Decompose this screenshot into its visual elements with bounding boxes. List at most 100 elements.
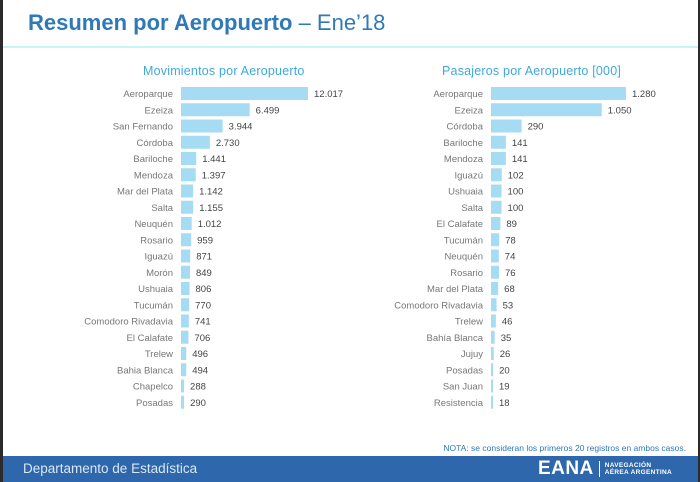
bar bbox=[181, 265, 190, 279]
category-label: Ezeiza bbox=[454, 105, 483, 116]
bar bbox=[491, 314, 496, 328]
category-label: Trelew bbox=[455, 317, 483, 328]
logo-subtitle-line1: NAVEGACIÓN bbox=[604, 461, 652, 469]
bar bbox=[181, 184, 194, 198]
bar bbox=[491, 87, 626, 100]
value-label: 68 bbox=[504, 284, 515, 295]
page-title-main: Resumen por Aeropuerto bbox=[28, 10, 293, 35]
bar bbox=[181, 298, 190, 312]
value-label: 871 bbox=[196, 252, 212, 263]
chart-title-pasajeros: Pasajeros por Aeropuerto [000] bbox=[442, 64, 622, 78]
value-label: 100 bbox=[508, 203, 524, 214]
bar bbox=[181, 119, 223, 133]
category-label: Aeroparque bbox=[433, 89, 483, 100]
bar bbox=[181, 395, 185, 409]
bar bbox=[491, 119, 522, 133]
bar bbox=[491, 282, 499, 295]
category-label: Mar del Plata bbox=[427, 284, 484, 295]
department-label: Departamento de Estadística bbox=[23, 461, 198, 476]
value-label: 74 bbox=[505, 252, 516, 263]
bar bbox=[491, 168, 502, 182]
category-label: Rosario bbox=[140, 235, 173, 246]
category-label: Bahía Blanca bbox=[426, 333, 483, 344]
category-label: Trelew bbox=[145, 349, 173, 360]
category-label: Córdoba bbox=[137, 138, 174, 149]
value-label: 1.050 bbox=[608, 105, 632, 116]
category-label: Bahia Blanca bbox=[117, 365, 174, 376]
category-label: Mendoza bbox=[134, 170, 174, 181]
category-label: Mendoza bbox=[444, 154, 484, 165]
category-label: Ushuaia bbox=[138, 284, 174, 295]
value-label: 1.280 bbox=[632, 89, 656, 100]
category-label: Comodoro Rivadavia bbox=[84, 317, 173, 328]
bar bbox=[491, 298, 497, 312]
bar bbox=[491, 217, 501, 230]
title-divider bbox=[3, 46, 698, 48]
value-label: 959 bbox=[197, 235, 213, 246]
value-label: 102 bbox=[508, 170, 524, 181]
category-label: El Calafate bbox=[127, 333, 173, 344]
category-label: Iguazú bbox=[454, 170, 483, 181]
value-label: 1.397 bbox=[202, 170, 226, 181]
bar bbox=[181, 347, 187, 360]
bar bbox=[181, 314, 189, 328]
value-label: 26 bbox=[500, 349, 511, 360]
category-label: Resistencia bbox=[434, 398, 484, 409]
value-label: 19 bbox=[499, 382, 510, 393]
category-label: Tucumán bbox=[134, 300, 173, 311]
logo-separator bbox=[598, 461, 600, 477]
category-label: Posadas bbox=[136, 398, 173, 409]
category-label: Rosario bbox=[450, 268, 483, 279]
window-edge-right bbox=[698, 0, 700, 482]
bar bbox=[181, 282, 190, 295]
category-label: Morón bbox=[146, 268, 173, 279]
chart-movimientos: Aeroparque 12.017 Ezeiza 6.499 San Fernando 3… bbox=[84, 87, 343, 409]
category-label: Neuquén bbox=[134, 219, 173, 230]
eana-logo: EANA NAVEGACIÓN AÉREA ARGENTINA bbox=[538, 459, 672, 479]
category-label: Mar del Plata bbox=[117, 187, 174, 198]
bar bbox=[491, 233, 500, 247]
bar bbox=[491, 395, 493, 409]
category-label: El Calafate bbox=[437, 219, 483, 230]
category-label: Salta bbox=[461, 203, 483, 214]
logo-subtitle-line2: AÉREA ARGENTINA bbox=[604, 469, 672, 476]
value-label: 141 bbox=[512, 154, 528, 165]
category-label: San Juan bbox=[443, 382, 483, 393]
bar bbox=[181, 363, 187, 377]
category-label: Salta bbox=[151, 203, 173, 214]
bar bbox=[181, 330, 189, 344]
chart-title-movimientos: Movimientos por Aeropuerto bbox=[143, 64, 305, 78]
bar bbox=[181, 217, 192, 230]
value-label: 849 bbox=[196, 268, 212, 279]
value-label: 1.142 bbox=[199, 187, 223, 198]
value-label: 141 bbox=[512, 138, 528, 149]
category-label: Córdoba bbox=[447, 122, 484, 133]
category-label: Bariloche bbox=[443, 138, 483, 149]
category-label: San Fernando bbox=[113, 122, 173, 133]
bar bbox=[181, 379, 185, 393]
value-label: 496 bbox=[192, 349, 208, 360]
bar bbox=[491, 379, 494, 393]
chart-pasajeros: Aeroparque 1.280 Ezeiza 1.050 Córdoba 290 Bari… bbox=[394, 87, 656, 409]
value-label: 6.499 bbox=[256, 105, 280, 116]
category-label: Comodoro Rivadavia bbox=[394, 300, 483, 311]
value-label: 2.730 bbox=[216, 138, 240, 149]
logo-subtitle: NAVEGACIÓN AÉREA ARGENTINA bbox=[605, 462, 672, 477]
value-label: 46 bbox=[502, 317, 513, 328]
bar bbox=[181, 103, 250, 117]
bar bbox=[491, 363, 494, 377]
category-label: Ushuaia bbox=[448, 187, 484, 198]
footnote: NOTA: se consideran los primeros 20 regi… bbox=[443, 443, 686, 453]
bar bbox=[491, 265, 500, 279]
value-label: 76 bbox=[505, 268, 516, 279]
bar bbox=[181, 249, 191, 263]
value-label: 20 bbox=[499, 365, 510, 376]
page-title: Resumen por Aeropuerto – Ene’18 bbox=[28, 10, 385, 36]
bar bbox=[491, 330, 495, 344]
bar bbox=[181, 135, 210, 149]
value-label: 1.155 bbox=[199, 203, 223, 214]
bar bbox=[491, 152, 506, 165]
logo-wordmark: EANA bbox=[537, 458, 594, 479]
value-label: 100 bbox=[508, 187, 524, 198]
